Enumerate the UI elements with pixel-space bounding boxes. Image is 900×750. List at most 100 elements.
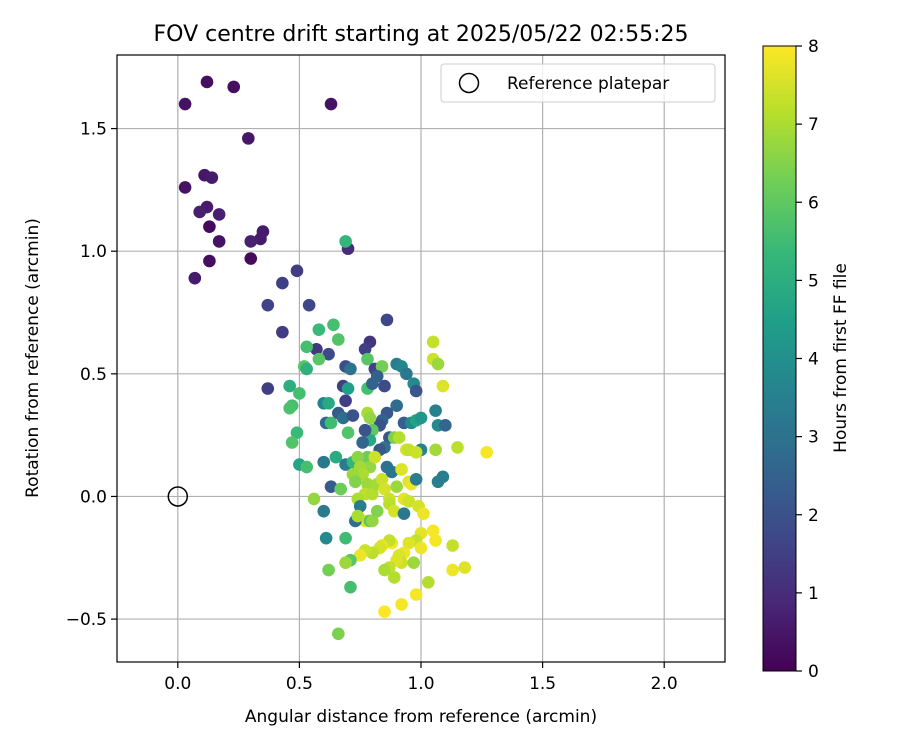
data-point-50 xyxy=(307,492,321,506)
colorbar-label: Hours from first FF file xyxy=(831,263,851,453)
data-point-6 xyxy=(205,171,219,184)
data-point-2 xyxy=(178,97,192,111)
data-point-55 xyxy=(322,563,335,577)
x-tick-label-2: 1.0 xyxy=(407,674,434,694)
data-point-89 xyxy=(356,436,369,449)
data-point-62 xyxy=(339,394,352,408)
data-point-129 xyxy=(385,465,399,479)
data-point-41 xyxy=(300,362,313,376)
x-tick-label-4: 2.0 xyxy=(651,674,678,694)
data-point-116 xyxy=(368,450,382,464)
data-point-81 xyxy=(390,399,403,413)
colorbar-tick-label-8: 8 xyxy=(808,37,819,57)
data-point-68 xyxy=(341,382,355,395)
data-point-42 xyxy=(283,379,296,393)
data-point-143 xyxy=(436,470,450,484)
data-point-93 xyxy=(392,431,406,444)
data-point-175 xyxy=(353,499,367,513)
data-point-166 xyxy=(407,556,421,569)
data-point-14 xyxy=(244,235,258,248)
data-point-10 xyxy=(212,208,226,221)
colorbar-tick-label-4: 4 xyxy=(808,350,819,370)
y-axis: −0.5 0.0 0.5 1.0 1.5 xyxy=(66,120,117,630)
colorbar-tick-label-3: 3 xyxy=(808,428,819,448)
data-point-9 xyxy=(193,205,206,219)
data-point-100 xyxy=(439,419,452,432)
data-point-139 xyxy=(387,504,401,518)
data-point-132 xyxy=(390,480,403,493)
data-point-39 xyxy=(312,352,326,366)
data-point-7 xyxy=(178,181,192,194)
data-point-64 xyxy=(346,409,360,422)
data-point-186 xyxy=(332,627,345,641)
data-point-70 xyxy=(361,352,374,366)
colorbar-tick-label-5: 5 xyxy=(808,271,819,291)
colorbar-ticks: 0 1 2 3 4 5 6 7 8 xyxy=(796,37,819,682)
data-point-33 xyxy=(344,362,357,376)
data-point-111 xyxy=(409,446,423,459)
colorbar-tick-label-2: 2 xyxy=(808,506,819,526)
data-point-65 xyxy=(329,450,343,464)
data-point-54 xyxy=(319,531,333,545)
data-point-61 xyxy=(336,411,350,425)
data-point-122 xyxy=(361,477,374,491)
x-axis: 0.0 0.5 1.0 1.5 2.0 xyxy=(164,662,678,694)
data-point-16 xyxy=(244,252,258,265)
data-point-121 xyxy=(349,475,362,489)
data-point-101 xyxy=(436,379,450,393)
data-point-21 xyxy=(261,298,275,312)
data-point-137 xyxy=(402,495,416,508)
colorbar-tick-label-1: 1 xyxy=(808,584,819,604)
data-point-104 xyxy=(431,357,445,371)
data-point-63 xyxy=(341,426,355,439)
data-point-147 xyxy=(429,534,442,547)
data-point-177 xyxy=(351,509,365,523)
data-point-180 xyxy=(370,504,384,518)
data-point-80 xyxy=(409,384,423,398)
reference-platepar-marker xyxy=(167,486,189,507)
data-point-31 xyxy=(322,347,335,361)
data-point-13 xyxy=(256,225,270,238)
data-point-15 xyxy=(212,235,226,248)
data-point-59 xyxy=(324,416,338,430)
data-point-30 xyxy=(310,343,323,356)
data-point-3 xyxy=(324,97,338,111)
data-point-117 xyxy=(351,450,365,464)
data-point-37 xyxy=(312,323,326,336)
data-point-130 xyxy=(378,482,391,496)
data-point-11 xyxy=(203,220,216,233)
y-tick-label-1: 0.0 xyxy=(80,487,107,507)
data-point-169 xyxy=(446,539,459,552)
data-point-27 xyxy=(380,313,394,327)
data-points xyxy=(178,75,493,641)
data-point-72 xyxy=(375,360,389,373)
data-point-4 xyxy=(242,132,255,145)
data-point-25 xyxy=(276,325,289,339)
data-point-45 xyxy=(283,401,296,415)
data-point-172 xyxy=(395,598,408,611)
data-point-171 xyxy=(409,588,423,601)
data-point-75 xyxy=(378,379,391,393)
data-point-164 xyxy=(387,571,401,584)
data-point-185 xyxy=(344,580,357,594)
data-point-43 xyxy=(293,387,306,400)
data-point-24 xyxy=(339,235,352,248)
data-point-0 xyxy=(200,75,214,89)
data-point-141 xyxy=(409,472,423,486)
data-point-167 xyxy=(421,575,435,589)
data-point-26 xyxy=(261,382,275,395)
colorbar-tick-label-6: 6 xyxy=(808,193,819,213)
y-tick-label-4: 1.5 xyxy=(80,120,107,140)
y-tick-label-2: 0.5 xyxy=(80,365,107,385)
data-point-90 xyxy=(358,423,372,437)
data-point-1 xyxy=(227,80,241,94)
data-point-52 xyxy=(324,480,338,493)
colorbar: 0 1 2 3 4 5 6 7 8 Hours from first FF file xyxy=(762,37,851,682)
y-tick-label-0: −0.5 xyxy=(66,610,107,630)
data-point-51 xyxy=(317,455,331,469)
data-point-170 xyxy=(458,561,472,574)
data-point-78 xyxy=(400,367,413,381)
x-tick-label-3: 1.5 xyxy=(529,674,556,694)
data-point-133 xyxy=(395,463,408,476)
